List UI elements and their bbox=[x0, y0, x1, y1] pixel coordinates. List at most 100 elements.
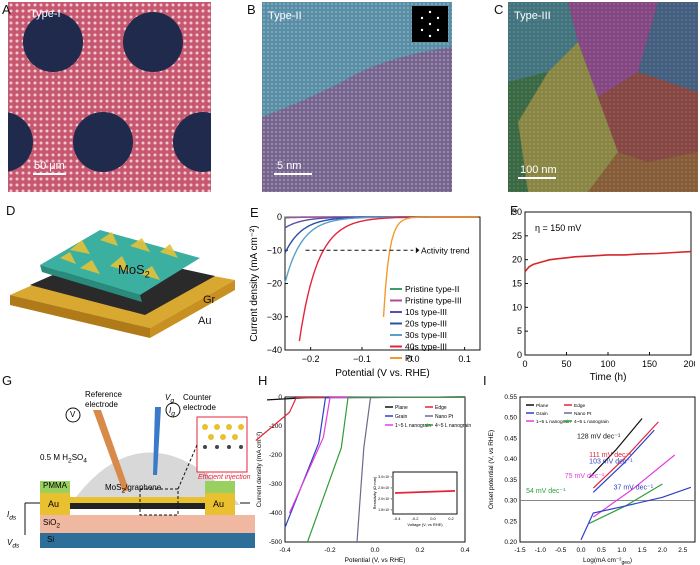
x-tick-label: 50 bbox=[561, 359, 571, 369]
scale-bar-label: 50 μm bbox=[34, 160, 65, 172]
y-tick-label: -400 bbox=[269, 510, 282, 517]
inset-x-tick-label: -0.2 bbox=[412, 516, 420, 521]
legend-label: 1~5 L nanograin bbox=[536, 419, 571, 425]
annotation: η = 150 mV bbox=[535, 223, 581, 233]
reference-electrode-label: Reference electrode bbox=[85, 390, 122, 409]
legend-label: 20s type-III bbox=[405, 319, 447, 329]
scale-bar-label: 100 nm bbox=[520, 164, 557, 176]
sio2-label: SiO2 bbox=[43, 518, 61, 530]
x-tick-label: −0.1 bbox=[353, 354, 371, 364]
chart-e: −0.2 −0.1 0.0 0.1 0 −10 −20 −30 −40 Potential (V … bbox=[249, 212, 481, 379]
panel-letter-h: H bbox=[258, 373, 268, 388]
inset-x-label: Voltage (V, vs RHE) bbox=[407, 522, 443, 527]
x-tick-label: 150 bbox=[642, 359, 657, 369]
x-tick-label: 0.2 bbox=[415, 547, 424, 554]
x-tick-label: 0.5 bbox=[597, 547, 606, 554]
x-axis-label: Potential (V, vs RHE) bbox=[345, 557, 406, 564]
series-line bbox=[255, 396, 466, 441]
y-tick-label: 0.45 bbox=[504, 435, 517, 442]
tafel-slope-label: 75 mV dec⁻¹ bbox=[565, 473, 605, 480]
legend-label: Nano Pt bbox=[435, 414, 454, 420]
panel-letter-d: D bbox=[6, 203, 16, 218]
legend-label: 1~5 L nanograin bbox=[395, 423, 431, 429]
series-line bbox=[592, 429, 655, 493]
series-line bbox=[306, 396, 466, 543]
x-tick-label: 0 bbox=[522, 359, 527, 369]
device-schematic-g bbox=[24, 402, 255, 548]
series-line bbox=[592, 454, 676, 518]
chart-h: -0.4 -0.2 0.0 0.2 0.4 0 -100 -200 -300 -400 -500 Po… bbox=[255, 394, 471, 564]
x-axis-label: Log(mA cm⁻²geo) bbox=[583, 557, 632, 565]
legend-label: 4~5 L nanograin bbox=[574, 419, 609, 425]
y-axis-label: Current density (mA cm⁻²) bbox=[256, 432, 263, 508]
panel-letter-g: G bbox=[2, 373, 13, 388]
x-tick-label: 0.1 bbox=[458, 354, 471, 364]
panel-letter-i: I bbox=[483, 373, 487, 388]
y-tick-label: −40 bbox=[267, 345, 282, 355]
legend-label: Plane bbox=[395, 405, 408, 411]
scale-bar-label: 5 nm bbox=[277, 160, 302, 172]
panel-c: Type-III 100 nm bbox=[508, 2, 698, 192]
y-tick-label: 0.25 bbox=[504, 518, 517, 525]
series-line bbox=[592, 421, 659, 489]
panel-b: Type-II 5 nm bbox=[262, 2, 452, 192]
pmma-label: PMMA bbox=[43, 481, 67, 490]
inset-y-label: Resistivity (Ω·mm) bbox=[372, 476, 377, 509]
series-line bbox=[382, 216, 478, 318]
plot-frame bbox=[524, 211, 692, 356]
inset-y-tick-label: 3.0×10⁻² bbox=[378, 475, 393, 479]
inset-y-tick-label: 2.0×10⁻² bbox=[378, 497, 393, 501]
si-label: Si bbox=[47, 535, 55, 544]
y-tick-label: 0.40 bbox=[504, 456, 517, 463]
x-tick-label: 0.0 bbox=[370, 547, 379, 554]
mos2-graphene-label: MoS2/graphene bbox=[105, 483, 162, 495]
y-tick-label: 0.20 bbox=[504, 539, 517, 546]
x-tick-label: -0.5 bbox=[555, 547, 567, 554]
legend-label: 30s type-III bbox=[405, 330, 447, 340]
panel-d: MoS2 Gr Au bbox=[10, 210, 235, 340]
x-tick-label: -1.0 bbox=[535, 547, 547, 554]
tafel-slope-label: 111 mV dec⁻¹ bbox=[589, 452, 632, 459]
y-tick-label: -100 bbox=[269, 423, 282, 430]
tafel-slope-label: 103 mV dec⁻¹ bbox=[589, 458, 633, 465]
x-tick-label: -1.5 bbox=[514, 547, 526, 554]
x-tick-label: 2.5 bbox=[678, 547, 687, 554]
series-line bbox=[580, 486, 692, 541]
vds-label: Vds bbox=[7, 538, 20, 550]
x-tick-label: 0.0 bbox=[577, 547, 586, 554]
y-tick-label: -500 bbox=[269, 539, 282, 546]
x-tick-label: -0.4 bbox=[279, 547, 291, 554]
legend-label: Nano Pt bbox=[574, 411, 592, 417]
y-tick-label: 0 bbox=[277, 212, 282, 222]
x-tick-label: 1.5 bbox=[638, 547, 647, 554]
x-axis-label: Potential (V vs. RHE) bbox=[335, 368, 429, 379]
inset-y-tick-label: 2.5×10⁻² bbox=[378, 486, 393, 490]
series-line bbox=[588, 418, 643, 479]
type-i-label: Type-I bbox=[30, 8, 61, 20]
y-tick-label: 0.50 bbox=[504, 415, 517, 422]
y-tick-label: 5 bbox=[517, 326, 522, 336]
x-tick-label: −0.2 bbox=[302, 354, 320, 364]
voltmeter-label: V bbox=[70, 410, 76, 419]
legend-label: Edge bbox=[574, 403, 586, 409]
legend-label: 40s type-III bbox=[405, 342, 447, 352]
type-ii-label: Type-II bbox=[268, 10, 302, 22]
y-tick-label: −30 bbox=[267, 312, 282, 322]
tafel-slope-label: 37 mV dec⁻¹ bbox=[614, 484, 654, 491]
y-tick-label: 10 bbox=[512, 302, 522, 312]
chart-f: 050100150200051015202530Time (h)Current … bbox=[512, 207, 695, 383]
panel-letter-e: E bbox=[250, 205, 259, 220]
series-line bbox=[524, 250, 692, 273]
y-tick-label: 0.55 bbox=[504, 394, 517, 401]
y-tick-label: 0.35 bbox=[504, 477, 517, 484]
y-tick-label: −20 bbox=[267, 279, 282, 289]
y-tick-label: 0 bbox=[517, 350, 522, 360]
inset-x-tick-label: -0.4 bbox=[394, 516, 402, 521]
ig-label: Ig bbox=[169, 406, 175, 418]
tafel-slope-label: 128 mV dec⁻¹ bbox=[577, 433, 621, 440]
inset-y-tick-label: 1.5×10⁻² bbox=[378, 508, 393, 512]
annotation: Activity trend bbox=[421, 245, 470, 255]
y-tick-label: −10 bbox=[267, 245, 282, 255]
x-tick-label: 2.0 bbox=[658, 547, 667, 554]
y-tick-label: -300 bbox=[269, 481, 282, 488]
